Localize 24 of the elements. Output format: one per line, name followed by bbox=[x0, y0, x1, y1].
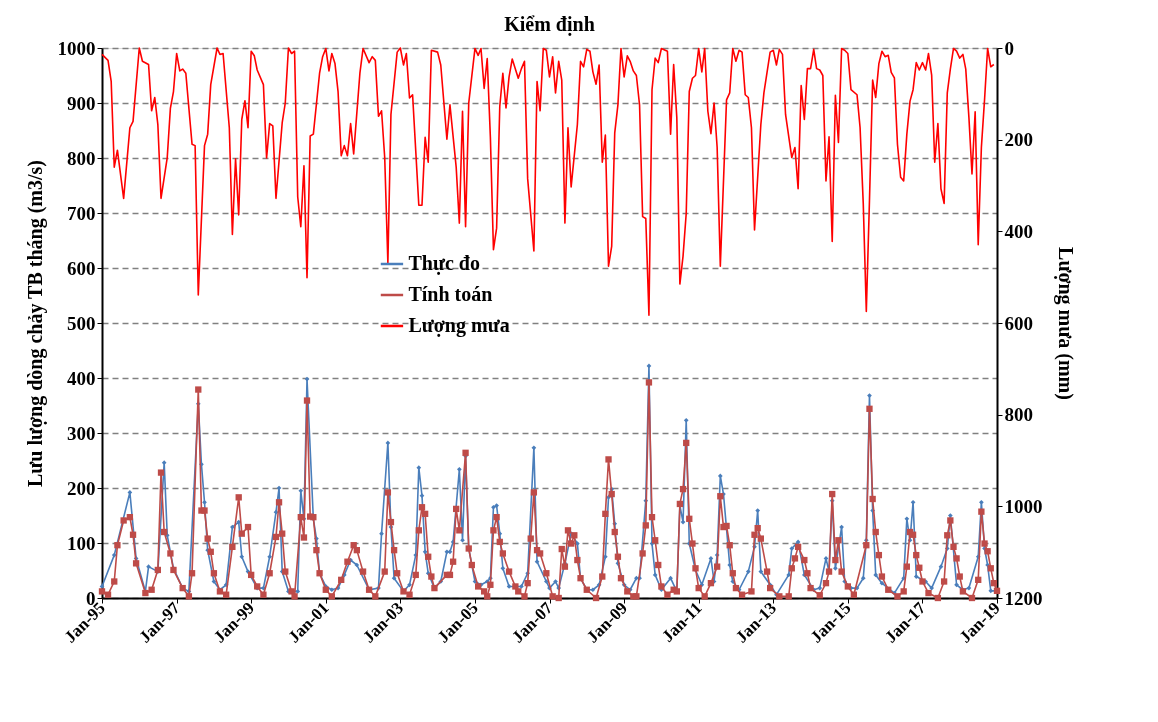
y-tick-label: 200 bbox=[67, 477, 96, 499]
y-axis-title: Lưu lượng dòng chảy TB tháng (m3/s) bbox=[23, 159, 47, 488]
chart-title: Kiểm định bbox=[504, 13, 595, 36]
y-tick-label: 1000 bbox=[57, 37, 96, 59]
y2-tick-label: 200 bbox=[1004, 129, 1033, 151]
y2-tick-label: 400 bbox=[1004, 220, 1033, 242]
y2-tick-label: 800 bbox=[1004, 404, 1033, 426]
y2-tick-label: 1200 bbox=[1004, 587, 1043, 609]
y-tick-label: 300 bbox=[67, 422, 96, 444]
y-tick-label: 100 bbox=[67, 532, 96, 554]
y-tick-label: 800 bbox=[67, 147, 96, 169]
legend-label: Tính toán bbox=[408, 283, 493, 305]
y-tick-label: 700 bbox=[67, 202, 96, 224]
y2-tick-label: 600 bbox=[1004, 312, 1033, 334]
legend-label: Thực đo bbox=[408, 252, 480, 275]
y-tick-label: 400 bbox=[67, 367, 96, 389]
y2-tick-label: 1000 bbox=[1004, 495, 1043, 517]
line-series bbox=[101, 47, 995, 317]
y-tick-label: 600 bbox=[67, 257, 96, 279]
y-tick-label: 900 bbox=[67, 92, 96, 114]
y2-axis-title: Lượng mưa (mm) bbox=[1053, 247, 1077, 400]
y-tick-label: 500 bbox=[67, 312, 96, 334]
legend-label: Lượng mưa bbox=[408, 314, 510, 337]
y2-tick-label: 0 bbox=[1004, 37, 1014, 59]
